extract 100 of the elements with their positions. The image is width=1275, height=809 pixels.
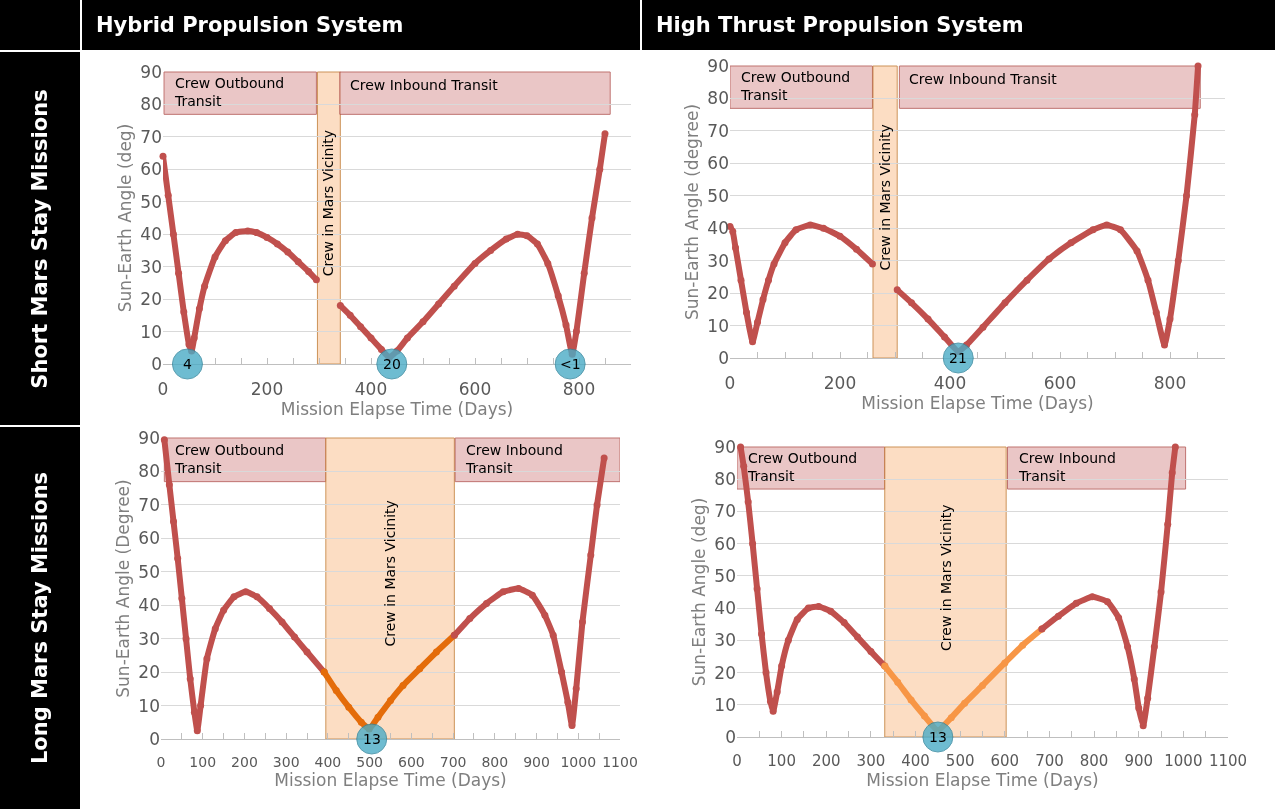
- band-label: Crew in Mars Vicinity: [937, 504, 954, 651]
- y-tick-label: 60: [714, 533, 736, 554]
- x-tick-label: 800: [1153, 373, 1187, 394]
- x-tick-label: 600: [1043, 373, 1077, 394]
- y-tick-label: 20: [707, 283, 729, 304]
- x-tick-label: 700: [439, 753, 467, 770]
- text: Short Mars Stay Missions: [28, 88, 52, 389]
- y-tick-label: 60: [707, 153, 729, 174]
- y-tick-label: 30: [714, 630, 736, 651]
- y-tick-label: 30: [707, 250, 729, 271]
- y-tick-label: 70: [138, 494, 160, 515]
- x-tick-label: 600: [458, 379, 492, 400]
- band-label: Crew Inbound Transit: [909, 71, 1058, 87]
- y-axis-title: Sun-Earth Angle (degree): [681, 103, 702, 321]
- y-tick-label: 80: [138, 461, 160, 482]
- x-tick-label: 1100: [1208, 752, 1248, 770]
- band-label: Crew Outbound Transit: [174, 442, 285, 477]
- chart-title: High Thrust Propulsion System: [642, 0, 1275, 50]
- y-tick-label: 90: [714, 436, 736, 457]
- band-label: Crew Inbound Transit: [1018, 450, 1116, 485]
- x-axis-title: Mission Elapse Time (Days): [274, 769, 507, 790]
- y-axis-title: Sun-Earth Angle (Degree): [112, 479, 133, 698]
- x-tick-label: 400: [901, 752, 930, 770]
- x-tick-label: 800: [1079, 752, 1109, 770]
- band-label: Crew Inbound Transit: [350, 77, 499, 93]
- y-tick-label: 40: [714, 598, 736, 619]
- x-tick-label: 100: [767, 752, 796, 770]
- x-tick-label: 600: [990, 752, 1020, 770]
- x-tick-label: 700: [1035, 752, 1064, 770]
- x-tick-label: 1000: [1164, 752, 1203, 770]
- y-tick-label: 10: [140, 321, 162, 342]
- x-axis-title: Mission Elapse Time (Days): [861, 393, 1094, 414]
- band-label: Crew in Mars Vicinity: [876, 124, 893, 271]
- x-tick-label: 800: [481, 753, 509, 770]
- annotation: <1: [560, 356, 581, 372]
- y-tick-label: 90: [707, 55, 729, 76]
- band-label: Crew Inbound Transit: [465, 442, 563, 477]
- y-tick-label: 80: [707, 88, 729, 109]
- y-tick-label: 10: [714, 694, 736, 715]
- y-tick-label: 70: [707, 120, 729, 141]
- y-tick-label: 50: [138, 561, 160, 582]
- y-axis-title: Sun-Earth Angle (deg): [114, 123, 135, 313]
- x-tick-label: 400: [354, 379, 388, 400]
- y-tick-label: 70: [140, 126, 162, 147]
- y-tick-label: 10: [707, 315, 729, 336]
- x-tick-label: 100: [189, 753, 217, 770]
- band-label: Crew Outbound Transit: [747, 450, 858, 485]
- chart-title: Hybrid Propulsion System: [82, 0, 640, 50]
- y-tick-label: 60: [138, 528, 160, 549]
- y-tick-label: 0: [718, 347, 729, 368]
- x-tick-label: 500: [356, 753, 384, 770]
- y-tick-label: 40: [707, 218, 729, 239]
- x-tick-label: 400: [314, 753, 342, 770]
- y-tick-label: 30: [138, 628, 160, 649]
- y-tick-label: 0: [151, 353, 162, 374]
- y-tick-label: 90: [140, 61, 162, 82]
- x-tick-label: 300: [856, 752, 886, 770]
- x-tick-label: 500: [945, 752, 975, 770]
- band-label: Crew Outbound Transit: [740, 69, 851, 104]
- x-tick-label: 300: [272, 753, 300, 770]
- x-tick-label: 200: [231, 753, 258, 770]
- y-tick-label: 20: [714, 662, 736, 683]
- x-axis-title: Mission Elapse Time (Days): [866, 770, 1099, 790]
- y-tick-label: 40: [138, 595, 160, 616]
- annotation: 13: [363, 731, 381, 747]
- x-tick-label: 1100: [602, 753, 638, 770]
- band-label: Crew in Mars Vicinity: [320, 129, 337, 277]
- y-axis-title: Sun-Earth Angle (deg): [688, 497, 709, 687]
- y-tick-label: 20: [140, 289, 162, 310]
- y-tick-label: 90: [138, 427, 160, 448]
- text: Long Mars Stay Missions: [28, 471, 53, 765]
- x-tick-label: 900: [523, 753, 550, 770]
- y-tick-label: 80: [140, 94, 162, 115]
- y-tick-label: 80: [714, 469, 736, 490]
- y-tick-label: 70: [714, 501, 736, 522]
- annotation: 20: [383, 356, 401, 372]
- annotation: 4: [183, 356, 192, 372]
- x-tick-label: 400: [933, 373, 967, 394]
- x-tick-label: 200: [811, 752, 841, 770]
- y-tick-label: 0: [725, 726, 736, 747]
- annotation: 21: [949, 350, 967, 366]
- y-tick-label: 0: [149, 728, 160, 749]
- y-tick-label: 50: [714, 565, 736, 586]
- y-tick-label: 50: [140, 191, 162, 212]
- x-tick-label: 900: [1124, 752, 1154, 770]
- x-tick-label: 200: [250, 379, 284, 400]
- x-tick-label: 200: [823, 373, 857, 394]
- band-label: Crew in Mars Vicinity: [381, 500, 398, 647]
- y-tick-label: 30: [140, 256, 162, 277]
- x-axis-title: Mission Elapse Time (Days): [280, 399, 514, 420]
- x-tick-label: 800: [562, 379, 596, 400]
- y-tick-label: 10: [138, 695, 160, 716]
- band-label: Crew Outbound Transit: [174, 75, 285, 110]
- x-tick-label: 1000: [560, 753, 597, 770]
- y-tick-label: 60: [140, 159, 162, 180]
- annotation: 13: [929, 729, 947, 745]
- y-tick-label: 40: [140, 224, 162, 245]
- x-tick-label: 600: [397, 753, 425, 770]
- y-tick-label: 50: [707, 185, 729, 206]
- y-tick-label: 20: [138, 662, 160, 683]
